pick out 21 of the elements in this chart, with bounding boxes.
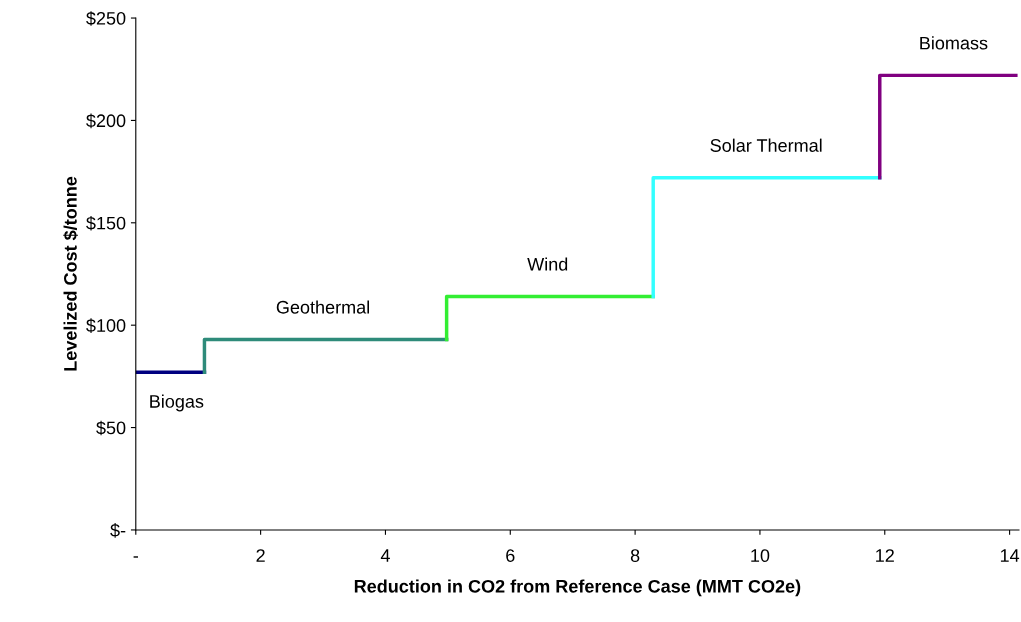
y-tick-label: $100 xyxy=(86,318,126,333)
annotation: Solar Thermal xyxy=(710,138,822,152)
x-axis-title: Reduction in CO2 from Reference Case (MMT CO2e) xyxy=(354,579,801,597)
x-tick-label: 12 xyxy=(876,549,894,562)
annotation: Biogas xyxy=(150,394,204,412)
annotation: Geothermal xyxy=(276,300,369,314)
annotation: Wind xyxy=(527,257,568,271)
x-tick-label: 10 xyxy=(751,549,770,562)
x-tick-label: 6 xyxy=(506,549,515,562)
y-tick-label: $50 xyxy=(96,420,126,436)
x-tick-label: 8 xyxy=(630,549,640,562)
y-tick-label: $- xyxy=(110,523,126,538)
y-tick-label: $150 xyxy=(86,215,126,231)
y-tick-label: $200 xyxy=(86,113,126,129)
annotation: Biomass xyxy=(920,36,988,50)
x-tick-label: 4 xyxy=(380,549,390,562)
y-tick-label: $250 xyxy=(86,11,126,26)
x-tick-label: - xyxy=(133,556,138,558)
x-tick-label: 14 xyxy=(1000,549,1020,562)
y-axis-title: Levelized Cost $/tonne xyxy=(63,176,78,371)
x-tick-label: 2 xyxy=(256,549,265,562)
